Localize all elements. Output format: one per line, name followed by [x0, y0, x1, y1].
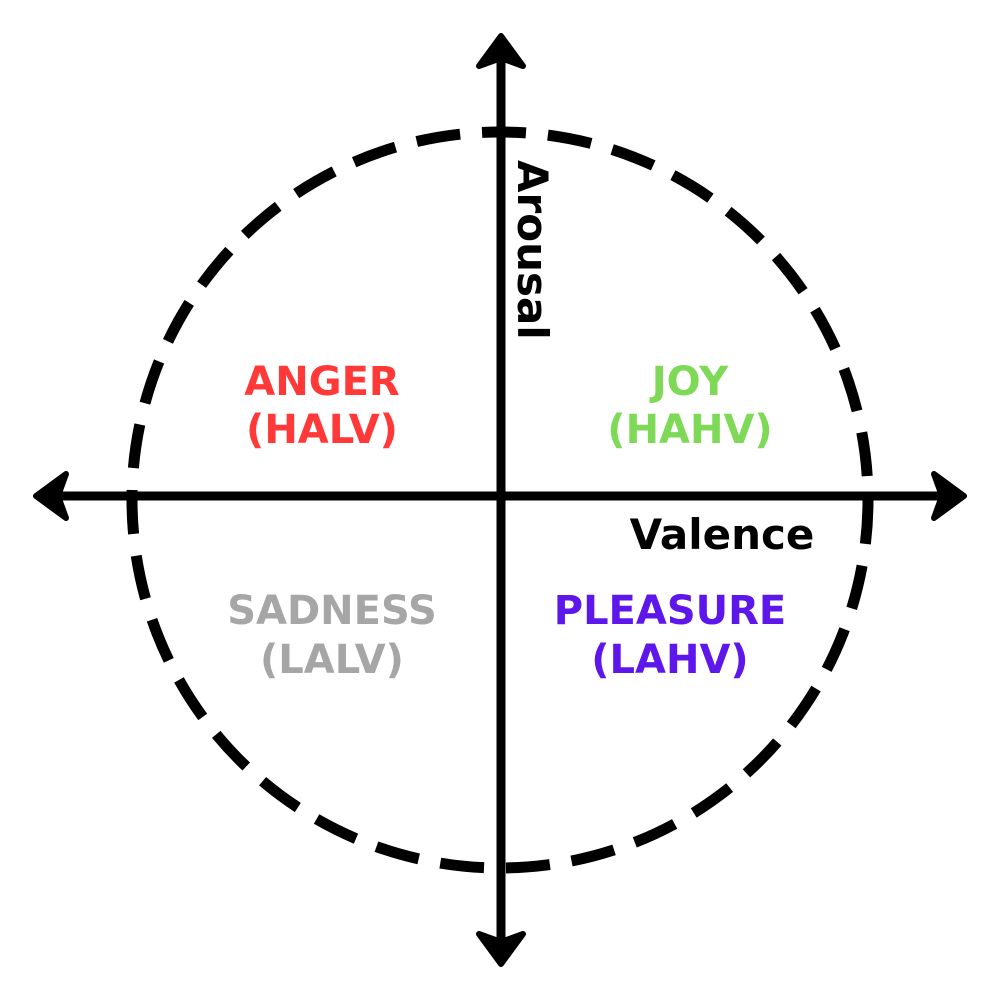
sadness-label: SADNESS [227, 588, 437, 634]
valence-axis-label: Valence [630, 510, 815, 559]
pleasure-label: PLEASURE [554, 588, 787, 634]
anger-code-label: (HALV) [246, 407, 398, 453]
pleasure-code-label: (LAHV) [591, 637, 748, 683]
joy-code-label: (HAHV) [607, 407, 772, 453]
sadness-code-label: (LALV) [260, 637, 404, 683]
joy-label: JOY [649, 359, 729, 405]
anger-label: ANGER [244, 359, 399, 405]
arousal-axis-label: Arousal [508, 160, 557, 340]
